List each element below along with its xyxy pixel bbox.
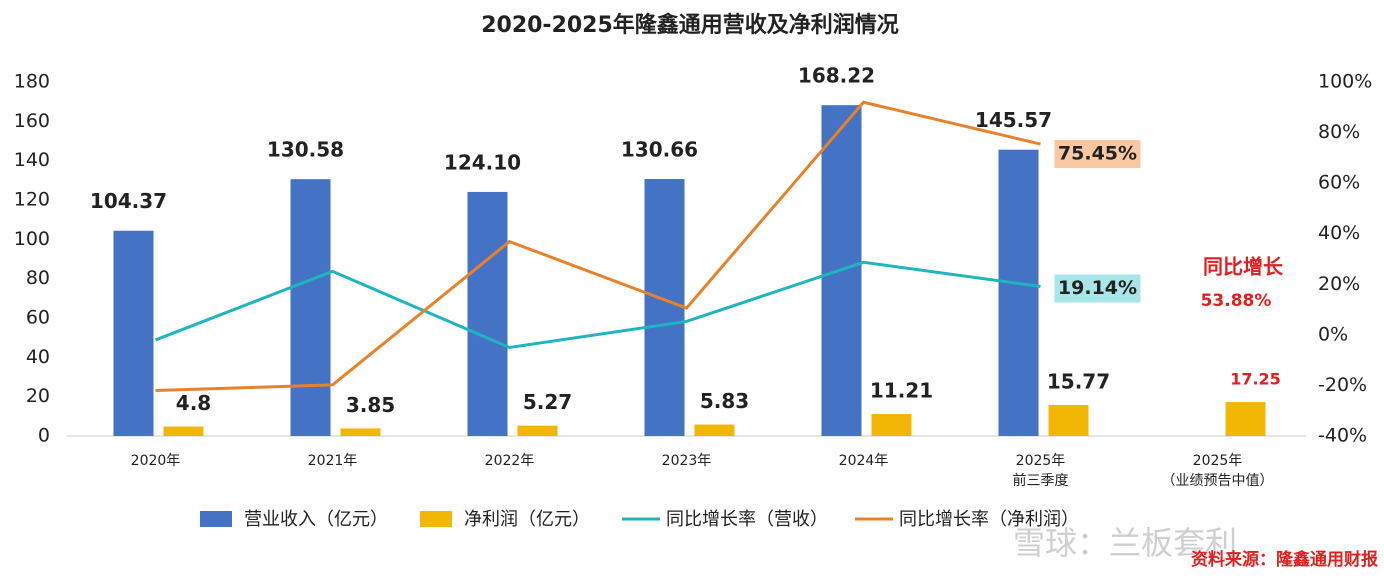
x-tick-label: 2021年 [308, 453, 358, 469]
y2-tick-label: 100% [1318, 71, 1372, 93]
line [154, 260, 1041, 350]
data-label: 130.66 [621, 138, 698, 162]
source: 资料来源：隆鑫通用财报 [1191, 549, 1378, 570]
legend-swatch [200, 511, 232, 527]
y-tick-label: 120 [14, 189, 50, 211]
y-tick-label: 160 [14, 110, 50, 132]
label-background [1054, 140, 1141, 169]
legend-label: 净利润（亿元） [464, 509, 590, 530]
y-tick-label: 80 [26, 267, 50, 289]
bar [1225, 402, 1266, 436]
line [155, 100, 1041, 392]
x-tick-label: 前三季度 [1013, 472, 1069, 489]
data-label: 4.8 [176, 391, 211, 415]
annotation: 同比增长 [1203, 255, 1284, 279]
label-background [1054, 274, 1141, 303]
y2-tick-label: -20% [1318, 374, 1367, 396]
y-tick-label: 60 [26, 307, 50, 329]
y2-tick-label: 20% [1318, 273, 1360, 295]
legend-swatch [420, 511, 452, 527]
chart-title: 2020-2025年隆鑫通用营收及净利润情况 [481, 12, 899, 38]
data-label: 5.83 [700, 389, 749, 413]
data-label: 168.22 [798, 64, 875, 88]
bar [1048, 404, 1089, 436]
annotation: 53.88% [1201, 291, 1272, 311]
bar [340, 428, 381, 436]
bar [113, 230, 154, 436]
x-tick-label: 2020年 [131, 453, 181, 469]
data-label: 17.25 [1230, 370, 1281, 389]
x-tick-label: 2023年 [662, 453, 712, 469]
y-tick-label: 180 [14, 71, 50, 93]
y2-tick-label: -40% [1318, 425, 1367, 447]
data-label: 145.57 [975, 108, 1052, 132]
bar [998, 149, 1039, 436]
bar [694, 424, 735, 436]
data-label: 104.37 [90, 189, 167, 213]
y2-tick-label: 80% [1318, 121, 1360, 143]
y-tick-label: 100 [14, 228, 50, 250]
y2-tick-label: 0% [1318, 323, 1348, 345]
legend-label: 营业收入（亿元） [244, 509, 388, 530]
data-label: 15.77 [1047, 369, 1110, 393]
data-label: 19.14% [1058, 277, 1137, 299]
bar [163, 426, 204, 436]
data-label: 130.58 [267, 138, 344, 162]
bar [871, 413, 912, 436]
x-tick-label: 2024年 [839, 453, 889, 469]
bar [644, 179, 685, 436]
data-label: 11.21 [870, 378, 933, 402]
watermark: 雪球：兰板套利 [1013, 524, 1237, 562]
y-tick-label: 0 [38, 425, 50, 447]
y-tick-label: 20 [26, 385, 50, 407]
y-tick-label: 140 [14, 149, 50, 171]
data-label: 5.27 [523, 390, 572, 414]
x-tick-label: （业绩预告中值） [1162, 473, 1274, 489]
data-label: 124.10 [444, 150, 521, 174]
bar [517, 425, 558, 436]
legend-label: 同比增长率（营收） [666, 509, 828, 530]
legend-label: 同比增长率（净利润） [899, 509, 1079, 530]
bar [467, 191, 508, 436]
x-tick-label: 2025年 [1193, 453, 1243, 469]
bar [290, 179, 331, 436]
x-tick-label: 2022年 [485, 453, 535, 469]
data-label: 75.45% [1058, 143, 1137, 165]
y2-tick-label: 40% [1318, 222, 1360, 244]
y-tick-label: 40 [26, 346, 50, 368]
data-label: 3.85 [346, 393, 395, 417]
x-tick-label: 2025年 [1016, 453, 1066, 469]
y2-tick-label: 60% [1318, 172, 1360, 194]
